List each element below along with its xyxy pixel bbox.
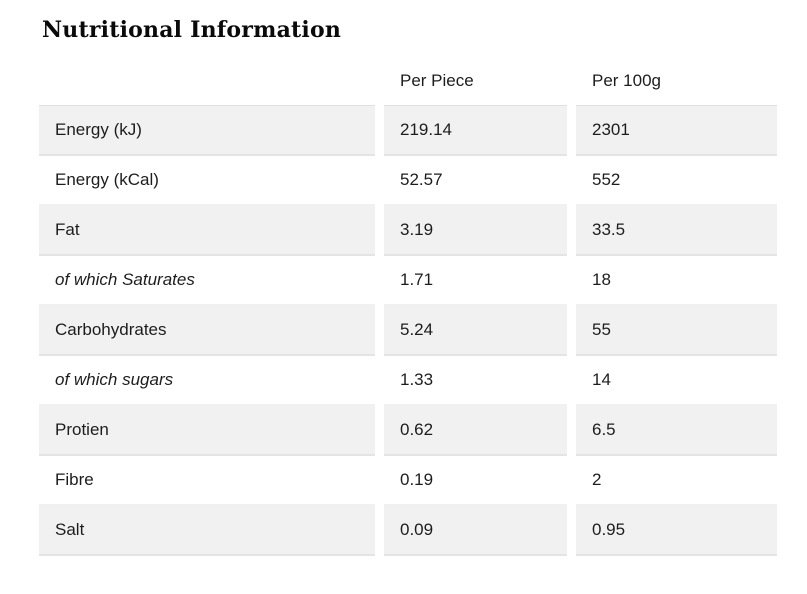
row-label: Salt — [39, 506, 375, 556]
value-per-100g: 2 — [576, 456, 777, 506]
header-per-piece: Per Piece — [384, 63, 567, 106]
value-per-100g: 552 — [576, 156, 777, 206]
nutrition-table: Per Piece Per 100g Energy (kJ) 219.14 23… — [30, 63, 786, 556]
value-per-piece: 0.09 — [384, 506, 567, 556]
value-per-100g: 33.5 — [576, 206, 777, 256]
table-row: Protien 0.62 6.5 — [39, 406, 777, 456]
value-per-piece: 0.62 — [384, 406, 567, 456]
row-label: Energy (kJ) — [39, 106, 375, 156]
value-per-100g: 55 — [576, 306, 777, 356]
table-row: of which sugars 1.33 14 — [39, 356, 777, 406]
value-per-100g: 2301 — [576, 106, 777, 156]
header-row: Per Piece Per 100g — [39, 63, 777, 106]
value-per-100g: 18 — [576, 256, 777, 306]
row-label: of which sugars — [39, 356, 375, 406]
row-label: Fibre — [39, 456, 375, 506]
value-per-100g: 0.95 — [576, 506, 777, 556]
value-per-piece: 1.71 — [384, 256, 567, 306]
value-per-100g: 6.5 — [576, 406, 777, 456]
page: Nutritional Information Per Piece Per 10… — [0, 17, 807, 594]
row-label: Carbohydrates — [39, 306, 375, 356]
table-row: Fibre 0.19 2 — [39, 456, 777, 506]
value-per-piece: 52.57 — [384, 156, 567, 206]
row-label: Fat — [39, 206, 375, 256]
table-row: Energy (kJ) 219.14 2301 — [39, 106, 777, 156]
row-label: Energy (kCal) — [39, 156, 375, 206]
table-row: of which Saturates 1.71 18 — [39, 256, 777, 306]
value-per-piece: 0.19 — [384, 456, 567, 506]
value-per-piece: 3.19 — [384, 206, 567, 256]
value-per-100g: 14 — [576, 356, 777, 406]
header-label-column — [39, 63, 375, 106]
table-row: Carbohydrates 5.24 55 — [39, 306, 777, 356]
table-header: Per Piece Per 100g — [39, 63, 777, 106]
header-per-100g: Per 100g — [576, 63, 777, 106]
row-label: Protien — [39, 406, 375, 456]
value-per-piece: 5.24 — [384, 306, 567, 356]
table-row: Salt 0.09 0.95 — [39, 506, 777, 556]
row-label: of which Saturates — [39, 256, 375, 306]
value-per-piece: 1.33 — [384, 356, 567, 406]
page-title: Nutritional Information — [42, 17, 342, 43]
table-row: Energy (kCal) 52.57 552 — [39, 156, 777, 206]
table-body: Energy (kJ) 219.14 2301 Energy (kCal) 52… — [39, 106, 777, 556]
table-row: Fat 3.19 33.5 — [39, 206, 777, 256]
value-per-piece: 219.14 — [384, 106, 567, 156]
